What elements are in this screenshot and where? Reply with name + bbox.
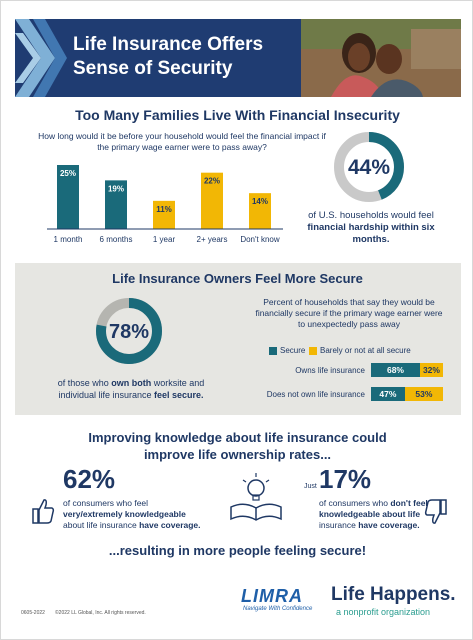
just-label: Just <box>304 483 317 490</box>
header-banner: Life Insurance Offers Sense of Security <box>15 19 461 97</box>
thumbs-up-icon <box>32 499 55 524</box>
hbar-chart-title: Percent of households that say they woul… <box>255 297 443 329</box>
donut-44 <box>334 132 404 202</box>
bar-1 <box>105 180 127 229</box>
donut-44-value: 44% <box>347 156 391 179</box>
legend-secure: Secure <box>269 346 305 355</box>
footer-code: 0605-2022 <box>21 610 45 616</box>
bar-4 <box>249 193 271 229</box>
closing-statement: ...resulting in more people feeling secu… <box>108 543 367 558</box>
footer-copyright: ©2022 LL Global, Inc. All rights reserve… <box>55 610 146 616</box>
survey-question: How long would it be before your househo… <box>38 131 326 152</box>
life-happens-logo: Life Happens. <box>331 584 456 605</box>
timeframe-bar-chart: 25% 1 month 19% 6 months 11% 1 year 22% 2+ year… <box>47 165 283 244</box>
hbar-segment-0-0: 68% <box>371 363 420 377</box>
bar-value-label-4: 14% <box>252 197 268 206</box>
hbar-segment-1-0: 47% <box>371 387 405 401</box>
legend-swatch-not-secure <box>309 346 317 355</box>
stat-62: 62% <box>63 464 116 494</box>
thumbs-down-icon <box>424 499 447 524</box>
hbar-category-label-1: Does not own life insurance <box>266 390 365 399</box>
donut-78-caption: of those who own both worksite and indiv… <box>57 378 205 400</box>
limra-tagline: Navigate With Confidence <box>243 606 313 612</box>
stat-17: 17% <box>319 464 372 494</box>
life-happens-tagline: a nonprofit organization <box>336 607 431 617</box>
stat-62-caption: of consumers who feel very/extremely kno… <box>63 498 201 530</box>
donut-44-caption: of U.S. households would feel financial … <box>307 210 435 245</box>
category-label-3: 2+ years <box>197 235 228 244</box>
donut-78 <box>96 298 162 364</box>
category-label-4: Don't know <box>240 235 280 244</box>
bar-3 <box>201 172 223 229</box>
category-label-0: 1 month <box>54 235 83 244</box>
bar-value-label-1: 19% <box>108 184 124 193</box>
hbar-category-label-0: Owns life insurance <box>295 366 365 375</box>
category-label-1: 6 months <box>100 235 133 244</box>
bar-value-label-0: 25% <box>60 169 76 178</box>
bar-2 <box>153 200 175 229</box>
bar-value-label-2: 11% <box>156 205 172 214</box>
section2-title: Life Insurance Owners Feel More Secure <box>112 271 363 286</box>
bar-value-label-3: 22% <box>204 177 220 186</box>
couple-photo <box>301 19 461 97</box>
section3-title: Improving knowledge about life insurance… <box>88 430 387 462</box>
book-lightbulb-icon <box>230 473 282 521</box>
legend-not-secure: Barely or not at all secure <box>309 346 411 355</box>
category-label-2: 1 year <box>153 235 176 244</box>
page-title: Life Insurance Offers Sense of Security <box>73 34 264 79</box>
hbar-segment-1-1: 53% <box>404 387 443 401</box>
chevron-logo-icon <box>15 19 67 97</box>
section1-title: Too Many Families Live With Financial In… <box>75 107 400 123</box>
bar-0 <box>57 165 79 229</box>
stat-17-caption: of consumers who don't feel knowledgeabl… <box>319 498 428 530</box>
hbar-segment-0-1: 32% <box>419 363 443 377</box>
limra-logo: LIMRA <box>241 586 303 606</box>
legend-swatch-secure <box>269 346 277 355</box>
donut-78-value: 78% <box>108 321 150 343</box>
